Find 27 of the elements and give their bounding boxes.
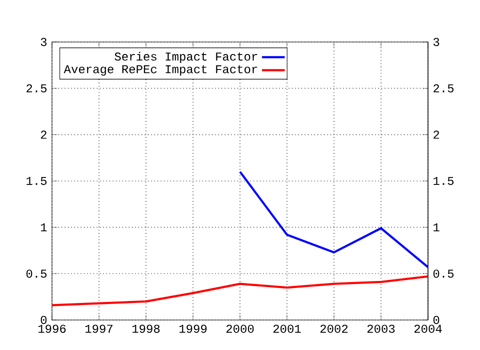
x-tick-label: 1999 [179, 324, 207, 333]
line-series [52, 275, 428, 306]
line-series [238, 170, 428, 268]
x-tick-label: 2002 [320, 324, 348, 333]
y2-tick-label: 1 [434, 223, 440, 232]
x-tick-label: 1998 [132, 324, 160, 333]
y-tick-label: 1 [40, 223, 47, 232]
x-tick-label: 2001 [273, 324, 301, 333]
y-tick-label: 0 [40, 316, 47, 324]
legend-label: Series Impact Factor [114, 52, 258, 64]
x-tick-label: 1996 [38, 324, 66, 333]
y2-tick-label: 0.5 [433, 270, 454, 278]
legend-label: Average RePEc Impact Factor [64, 65, 258, 76]
y-tick-label: 3 [40, 38, 47, 46]
y2-tick-label: 1.5 [434, 176, 454, 186]
y2-tick-label: 2.5 [434, 84, 454, 92]
y2-tick-label: 2 [434, 130, 440, 139]
y-tick-label: 2 [40, 130, 46, 139]
y-tick-label: 2.5 [26, 84, 47, 92]
y-tick-label: 1.5 [26, 176, 47, 186]
x-tick-label: 2000 [226, 324, 254, 333]
x-tick-label: 1997 [85, 324, 112, 333]
x-tick-label: 2003 [367, 324, 395, 333]
y2-tick-label: 0 [433, 316, 440, 324]
y-tick-label: 0.5 [26, 270, 47, 278]
x-tick-label: 2004 [414, 324, 442, 333]
y2-tick-label: 3 [433, 38, 440, 46]
